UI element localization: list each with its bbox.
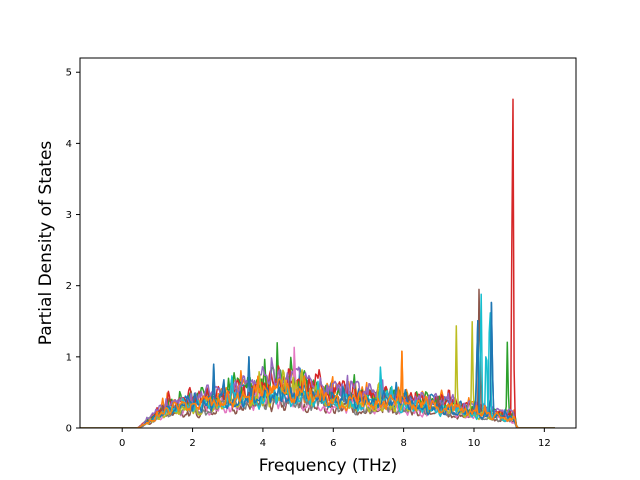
y-tick-label: 3 xyxy=(66,210,72,221)
plot-frame xyxy=(79,57,577,429)
series-group xyxy=(80,98,555,428)
x-tick-label: 10 xyxy=(468,438,481,449)
x-tick-label: 4 xyxy=(260,438,266,449)
y-tick-label: 1 xyxy=(66,352,72,363)
x-tick-label: 12 xyxy=(538,438,551,449)
pdos-series-line xyxy=(80,350,555,428)
x-tick-label: 8 xyxy=(400,438,406,449)
x-axis-label: Frequency (THz) xyxy=(259,456,398,476)
y-axis-label: Partial Density of States xyxy=(36,141,56,346)
pdos-series-line xyxy=(80,301,555,428)
y-tick-label: 0 xyxy=(66,424,72,435)
x-tick-label: 2 xyxy=(189,438,195,449)
x-tick-label: 0 xyxy=(119,438,125,449)
pdos-series-line xyxy=(80,98,555,428)
y-tick-label: 5 xyxy=(66,68,72,79)
y-tick-label: 2 xyxy=(66,281,72,292)
x-tick-label: 6 xyxy=(330,438,336,449)
y-tick-label: 4 xyxy=(66,139,72,150)
